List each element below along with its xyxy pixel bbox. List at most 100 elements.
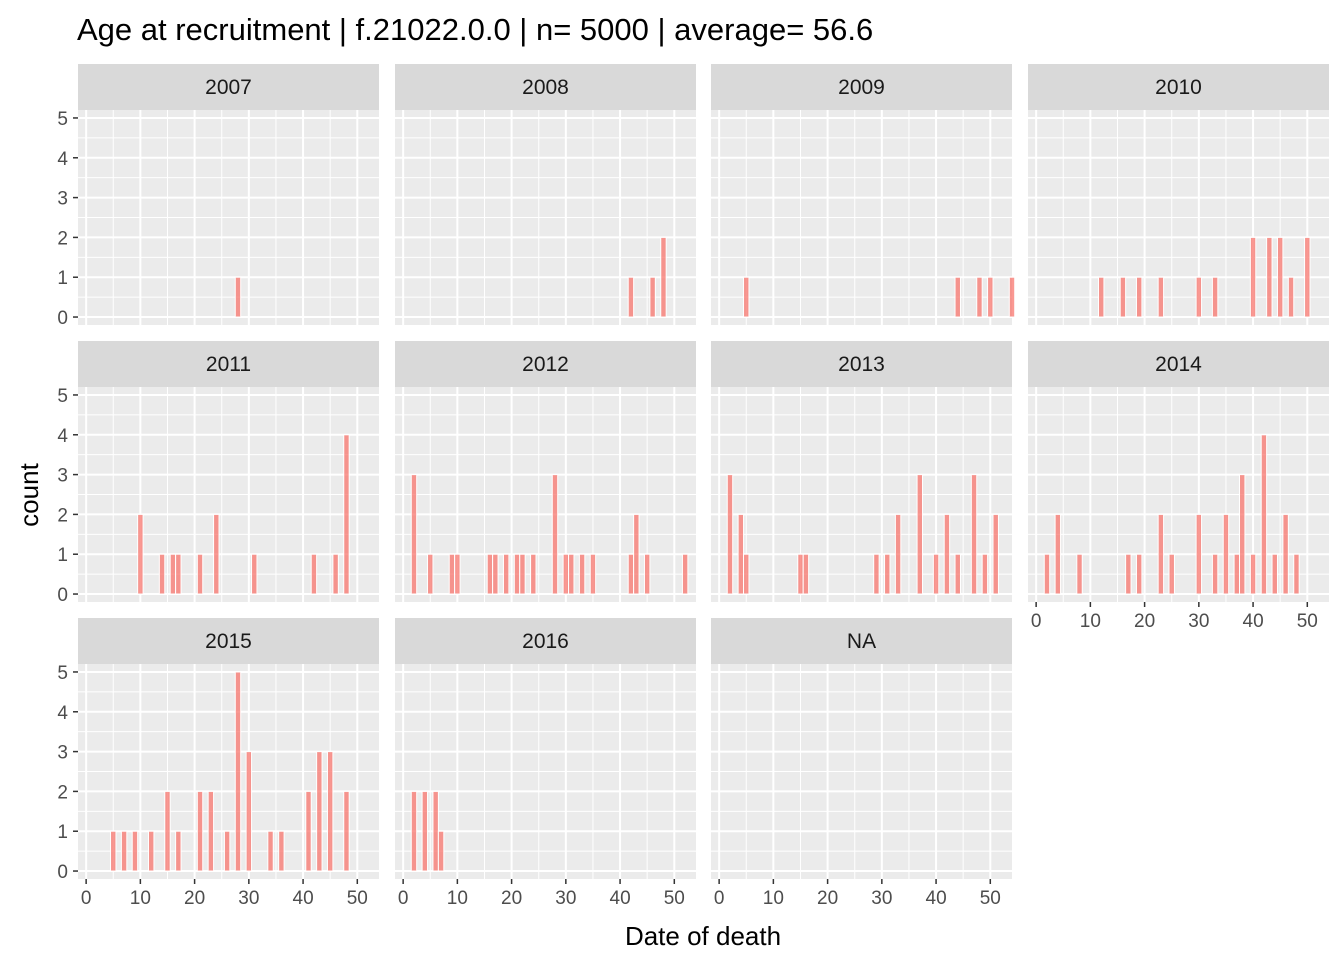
bar [175, 553, 182, 595]
facet-panel: 2016 0 10 20 30 40 50 [395, 618, 696, 909]
bar [1098, 276, 1105, 318]
bar [1287, 276, 1295, 318]
bar [894, 513, 902, 595]
x-tick-label: 0 [1031, 611, 1042, 632]
bar [316, 751, 323, 872]
y-tick-label: 3 [57, 743, 68, 764]
bar [873, 553, 880, 595]
bar [454, 553, 461, 595]
y-tick-label: 1 [57, 822, 68, 843]
bar [437, 830, 445, 872]
bar [633, 513, 640, 595]
facet-label: 2014 [1155, 353, 1202, 376]
y-tick-label: 4 [57, 426, 68, 447]
y-tick-label: 0 [57, 308, 68, 329]
facet-label: 2016 [522, 630, 569, 653]
facet-panel: 2012 [395, 341, 696, 602]
x-tick-label: 10 [1080, 611, 1101, 632]
x-tick-label: 50 [664, 888, 685, 909]
bar [797, 553, 804, 595]
bar [1276, 236, 1284, 318]
bar [305, 790, 312, 872]
bar [234, 276, 242, 318]
bar [1125, 553, 1132, 595]
bar [410, 790, 418, 872]
facet-strip [1028, 341, 1329, 387]
bar [743, 276, 750, 318]
x-tick-label: 50 [980, 888, 1001, 909]
facet-label: 2010 [1155, 76, 1202, 99]
bar [175, 830, 182, 872]
bar [1233, 553, 1241, 595]
y-tick-label: 2 [57, 228, 68, 249]
bar [551, 474, 559, 595]
bar [234, 671, 242, 872]
y-tick-label: 3 [57, 466, 68, 487]
bar [427, 553, 434, 595]
bar [137, 513, 144, 595]
bar [943, 513, 951, 595]
bar [1211, 276, 1219, 318]
facet-panel: NA 0 10 20 30 40 50 [711, 618, 1012, 909]
x-tick-label: 20 [501, 888, 522, 909]
y-tick-label: 2 [57, 782, 68, 803]
facet-label: 2007 [205, 76, 252, 99]
bar [432, 790, 439, 872]
y-axis-title: count [14, 462, 44, 526]
facet-label: 2008 [522, 76, 569, 99]
bar [207, 790, 215, 872]
bar [1282, 513, 1289, 595]
y-tick-label: 5 [57, 663, 68, 684]
bar [562, 553, 570, 595]
bar [164, 790, 171, 872]
bar [737, 513, 745, 595]
bar [932, 553, 940, 595]
y-tick-label: 5 [57, 109, 68, 130]
bar [343, 434, 350, 595]
x-tick-label: 50 [1297, 611, 1318, 632]
bar [1076, 553, 1083, 595]
bar [1195, 276, 1203, 318]
y-tick-label: 3 [57, 189, 68, 210]
bar [981, 553, 989, 595]
bar [660, 236, 667, 318]
bar [131, 830, 139, 872]
facet-strip [395, 618, 696, 664]
bar [802, 553, 810, 595]
x-tick-label: 40 [926, 888, 947, 909]
y-tick-label: 5 [57, 386, 68, 407]
facet-label: 2013 [838, 353, 885, 376]
bar [1157, 513, 1165, 595]
facet-label: 2009 [838, 76, 885, 99]
y-tick-label: 2 [57, 505, 68, 526]
x-tick-label: 0 [81, 888, 92, 909]
bar [1266, 236, 1273, 318]
bar [992, 513, 999, 595]
bar [1168, 553, 1175, 595]
bar [196, 553, 204, 595]
bar [343, 790, 350, 872]
bar [530, 553, 537, 595]
x-tick-label: 30 [871, 888, 892, 909]
bar [251, 553, 258, 595]
facet-label: NA [847, 630, 876, 653]
bar [568, 553, 575, 595]
bar [267, 830, 274, 872]
bar [326, 751, 334, 872]
bar [1157, 276, 1165, 318]
bar [213, 513, 220, 595]
bar [148, 830, 155, 872]
facet-panel: 2008 [395, 64, 696, 325]
bar [589, 553, 597, 595]
bar [1211, 553, 1219, 595]
bar [649, 276, 656, 318]
bar [421, 790, 429, 872]
bar [158, 553, 166, 595]
x-tick-label: 10 [763, 888, 784, 909]
bar [726, 474, 734, 595]
bar [954, 553, 961, 595]
bar [884, 553, 891, 595]
facet-panel: 2009 [711, 64, 1016, 325]
